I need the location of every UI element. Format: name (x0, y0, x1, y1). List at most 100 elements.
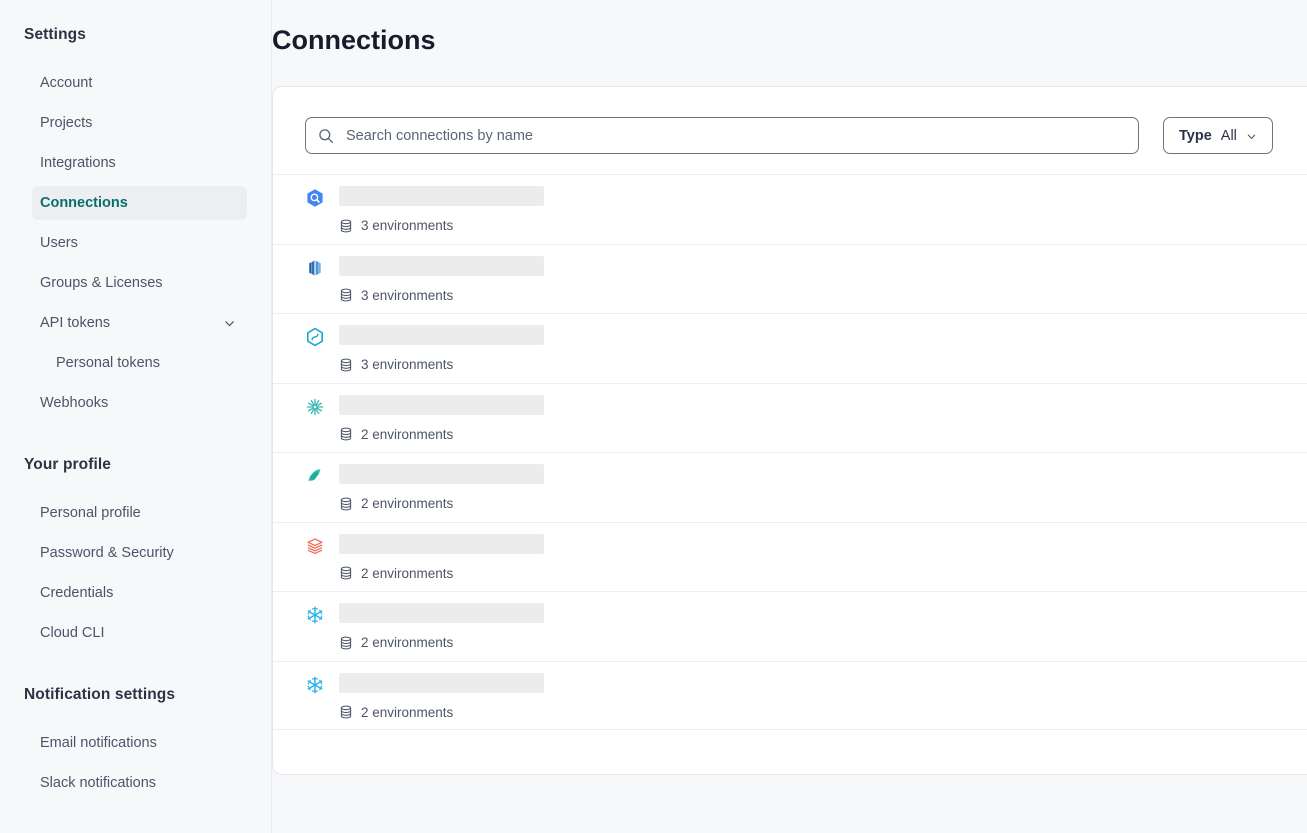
connection-environments: 2 environments (339, 566, 544, 581)
sidebar-item-projects[interactable]: Projects (32, 106, 247, 140)
page-header: Connections (272, 0, 1307, 56)
sidebar-item-slack-notifications[interactable]: Slack notifications (32, 766, 247, 800)
connection-environments: 3 environments (339, 357, 544, 372)
fabric-icon (305, 466, 325, 486)
search-input[interactable] (346, 127, 1126, 144)
connection-row-body: 2 environments (339, 603, 544, 650)
sidebar-item-label: Cloud CLI (40, 624, 105, 641)
starburst-icon (305, 397, 325, 417)
sidebar-item-label: Personal tokens (56, 354, 160, 371)
connections-toolbar: Type All (273, 87, 1307, 154)
sidebar-group-notification-settings: Notification settings Email notifications… (0, 686, 271, 800)
connection-row[interactable]: 3 environments (273, 313, 1307, 383)
sidebar-group-your-profile: Your profile Personal profile Password & S… (0, 456, 271, 650)
sidebar-item-webhooks[interactable]: Webhooks (32, 386, 247, 420)
connection-name-placeholder (339, 533, 544, 554)
snowflake-icon (305, 605, 325, 625)
sidebar-item-users[interactable]: Users (32, 226, 247, 260)
sidebar-item-password-security[interactable]: Password & Security (32, 536, 247, 570)
connection-name-placeholder (339, 186, 544, 206)
sidebar-item-label: API tokens (40, 314, 111, 331)
database-icon (339, 219, 353, 233)
sidebar-item-email-notifications[interactable]: Email notifications (32, 726, 247, 760)
connection-row-inner: 2 environments (305, 453, 544, 511)
connection-environments: 3 environments (339, 218, 544, 233)
connection-environments-label: 2 environments (361, 635, 454, 650)
search-connections-box[interactable] (305, 117, 1139, 154)
connection-row[interactable]: 3 environments (273, 243, 1307, 314)
database-icon (339, 427, 353, 441)
connection-environments-label: 3 environments (361, 287, 454, 303)
connection-name-placeholder (339, 255, 544, 276)
connection-row-body: 2 environments (339, 672, 544, 720)
connection-name-placeholder (339, 603, 544, 623)
connections-list: 3 environments 3 environments 3 environmen… (273, 174, 1307, 730)
chevron-down-icon[interactable] (223, 317, 235, 329)
sidebar-item-label: Webhooks (40, 394, 109, 411)
connection-environments: 2 environments (339, 496, 544, 511)
sidebar-item-label: Slack notifications (40, 774, 157, 791)
connection-environments: 2 environments (339, 635, 544, 650)
hex-outline-icon (305, 327, 325, 347)
connection-name-placeholder (339, 325, 544, 345)
sidebar-group-heading: Notification settings (24, 686, 176, 703)
connection-row-body: 2 environments (339, 394, 544, 442)
connection-row-body: 2 environments (339, 533, 544, 581)
database-icon (339, 288, 353, 302)
sidebar-item-label: Integrations (40, 154, 116, 171)
connection-environments-label: 2 environments (361, 565, 454, 581)
sidebar-item-label: Password & Security (40, 544, 174, 561)
type-filter-label: Type (1179, 127, 1212, 144)
sidebar-item-account[interactable]: Account (32, 66, 247, 100)
database-icon (339, 636, 353, 650)
connection-environments-label: 3 environments (361, 357, 454, 372)
connection-environments: 2 environments (339, 427, 544, 442)
connection-row-inner: 3 environments (305, 175, 544, 233)
sidebar-item-credentials[interactable]: Credentials (32, 576, 247, 610)
connection-environments: 3 environments (339, 288, 544, 303)
settings-sidebar: Settings Account Projects Integrations Conne… (0, 0, 272, 833)
sidebar-item-connections[interactable]: Connections (32, 186, 247, 220)
sidebar-item-personal-profile[interactable]: Personal profile (32, 496, 247, 530)
sidebar-item-label: Email notifications (40, 734, 157, 751)
type-filter-button[interactable]: Type All (1163, 117, 1273, 154)
connection-row[interactable]: 2 environments (273, 591, 1307, 661)
connection-row-inner: 2 environments (305, 384, 544, 442)
connection-row[interactable]: 3 environments (273, 174, 1307, 244)
sidebar-item-groups-licenses[interactable]: Groups & Licenses (32, 266, 247, 300)
connection-row-body: 3 environments (339, 255, 544, 303)
database-icon (339, 358, 353, 372)
sidebar-item-label: Connections (40, 194, 128, 211)
connection-row-inner: 2 environments (305, 662, 544, 720)
sidebar-item-label: Account (40, 74, 93, 91)
connection-environments-label: 2 environments (361, 704, 454, 720)
connection-row[interactable]: 2 environments (273, 521, 1307, 592)
connection-environments: 2 environments (339, 705, 544, 720)
database-icon (339, 566, 353, 580)
connection-environments-label: 2 environments (361, 496, 454, 511)
sidebar-item-api-tokens[interactable]: API tokens (32, 306, 247, 340)
sidebar-item-integrations[interactable]: Integrations (32, 146, 247, 180)
sidebar-group-heading: Settings (24, 26, 86, 43)
sidebar-item-label: Credentials (40, 584, 114, 601)
connection-row-body: 2 environments (339, 464, 544, 511)
page-title: Connections (272, 25, 436, 55)
connection-row-inner: 2 environments (305, 523, 544, 581)
redshift-icon (305, 258, 325, 278)
sidebar-group-settings: Settings Account Projects Integrations Conne… (0, 26, 271, 420)
sidebar-item-personal-tokens[interactable]: Personal tokens (48, 346, 247, 380)
connection-row-inner: 3 environments (305, 245, 544, 303)
database-icon (339, 705, 353, 719)
chevron-down-icon (1246, 130, 1257, 141)
sidebar-item-label: Groups & Licenses (40, 274, 163, 291)
sidebar-item-cloud-cli[interactable]: Cloud CLI (32, 616, 247, 650)
sidebar-item-label: Users (40, 234, 78, 251)
connection-row[interactable]: 2 environments (273, 382, 1307, 453)
connection-row[interactable]: 2 environments (273, 452, 1307, 522)
connection-environments-label: 2 environments (361, 426, 454, 442)
connection-row[interactable]: 2 environments (273, 660, 1307, 730)
connection-row-inner: 3 environments (305, 314, 544, 372)
connection-row-body: 3 environments (339, 186, 544, 233)
